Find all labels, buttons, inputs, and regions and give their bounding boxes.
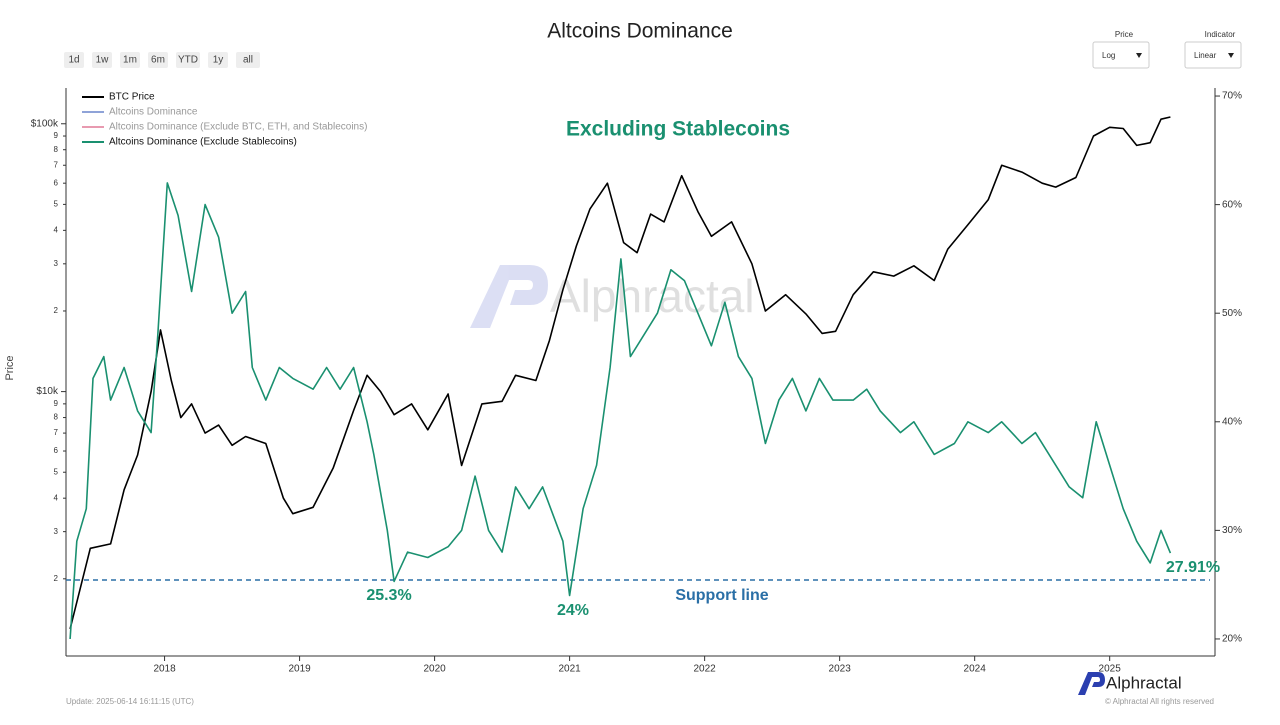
y-tick-label: 7 — [54, 428, 59, 437]
y-tick-label: 6 — [54, 446, 59, 455]
series-line — [69, 182, 1172, 640]
x-tick-label: 2021 — [558, 664, 581, 675]
y2-tick-label: 30% — [1222, 525, 1242, 536]
watermark-text: Alphractal — [550, 270, 755, 322]
legend-label: BTC Price — [109, 92, 155, 103]
range-button-label: 6m — [151, 55, 165, 66]
y-tick-label: 8 — [54, 413, 59, 422]
y-tick-label: 7 — [54, 160, 59, 169]
y-tick-label: $10k — [36, 386, 59, 397]
copyright: © Alphractal All rights reserved — [1105, 697, 1214, 706]
x-tick-label: 2020 — [423, 664, 446, 675]
y-tick-label: 9 — [54, 399, 59, 408]
y-tick-label: 5 — [54, 200, 59, 209]
y-tick-label: 8 — [54, 145, 59, 154]
range-button[interactable] — [92, 52, 112, 68]
range-button-label: 1y — [213, 55, 224, 66]
y-tick-label: 4 — [54, 225, 59, 234]
y2-tick-label: 70% — [1222, 91, 1242, 102]
range-button[interactable] — [208, 52, 228, 68]
legend-label: Altcoins Dominance (Exclude Stablecoins) — [109, 137, 297, 148]
range-button-label: YTD — [178, 55, 198, 66]
y-tick-label: 2 — [54, 574, 59, 583]
support-label: Support line — [675, 587, 768, 604]
y2-tick-label: 60% — [1222, 199, 1242, 210]
chart-title: Altcoins Dominance — [547, 20, 733, 43]
range-button[interactable] — [120, 52, 140, 68]
range-button[interactable] — [236, 52, 260, 68]
x-tick-label: 2019 — [288, 664, 311, 675]
watermark: Alphractal — [470, 265, 755, 328]
y2-tick-label: 20% — [1222, 634, 1242, 645]
dropdown[interactable] — [1092, 41, 1150, 69]
y2-tick-label: 50% — [1222, 308, 1242, 319]
series-line — [69, 116, 1171, 630]
y-tick-label: 5 — [54, 467, 59, 476]
value-annotation: 27.91% — [1166, 559, 1220, 576]
y-tick-label: 4 — [54, 493, 59, 502]
dropdown-value: Log — [1102, 51, 1115, 60]
range-button[interactable] — [148, 52, 168, 68]
y-tick-label: $100k — [31, 118, 59, 129]
dropdown[interactable] — [1184, 41, 1242, 69]
range-button-label: 1m — [123, 55, 137, 66]
update-text: Update: 2025-06-14 16:11:15 (UTC) — [66, 697, 194, 706]
range-button[interactable] — [64, 52, 84, 68]
dropdown-arrow — [1136, 53, 1142, 58]
legend-label: Altcoins Dominance (Exclude BTC, ETH, an… — [109, 122, 367, 133]
y-tick-label: 3 — [54, 259, 59, 268]
value-annotation: 25.3% — [366, 587, 411, 604]
x-tick-label: 2025 — [1099, 664, 1122, 675]
x-tick-label: 2024 — [964, 664, 987, 675]
logo-text: Alphractal — [1106, 673, 1182, 692]
range-button-label: all — [243, 55, 253, 66]
control-label: Price — [1115, 30, 1134, 39]
range-button-label: 1w — [96, 55, 110, 66]
y2-tick-label: 40% — [1222, 416, 1242, 427]
y-tick-label: 2 — [54, 306, 59, 315]
x-tick-label: 2022 — [694, 664, 717, 675]
y-tick-label: 9 — [54, 131, 59, 140]
dropdown-arrow — [1228, 53, 1234, 58]
y-tick-label: 6 — [54, 178, 59, 187]
range-button[interactable] — [176, 52, 200, 68]
y-axis-title: Price — [4, 355, 16, 380]
control-label: Indicator — [1205, 30, 1236, 39]
logo-icon — [1078, 672, 1105, 695]
range-button-label: 1d — [68, 55, 79, 66]
legend-label: Altcoins Dominance — [109, 107, 198, 118]
dropdown-value: Linear — [1194, 51, 1217, 60]
annotation-title: Excluding Stablecoins — [566, 118, 790, 141]
x-tick-label: 2018 — [153, 664, 176, 675]
x-tick-label: 2023 — [829, 664, 852, 675]
y-tick-label: 3 — [54, 527, 59, 536]
value-annotation: 24% — [557, 602, 589, 619]
